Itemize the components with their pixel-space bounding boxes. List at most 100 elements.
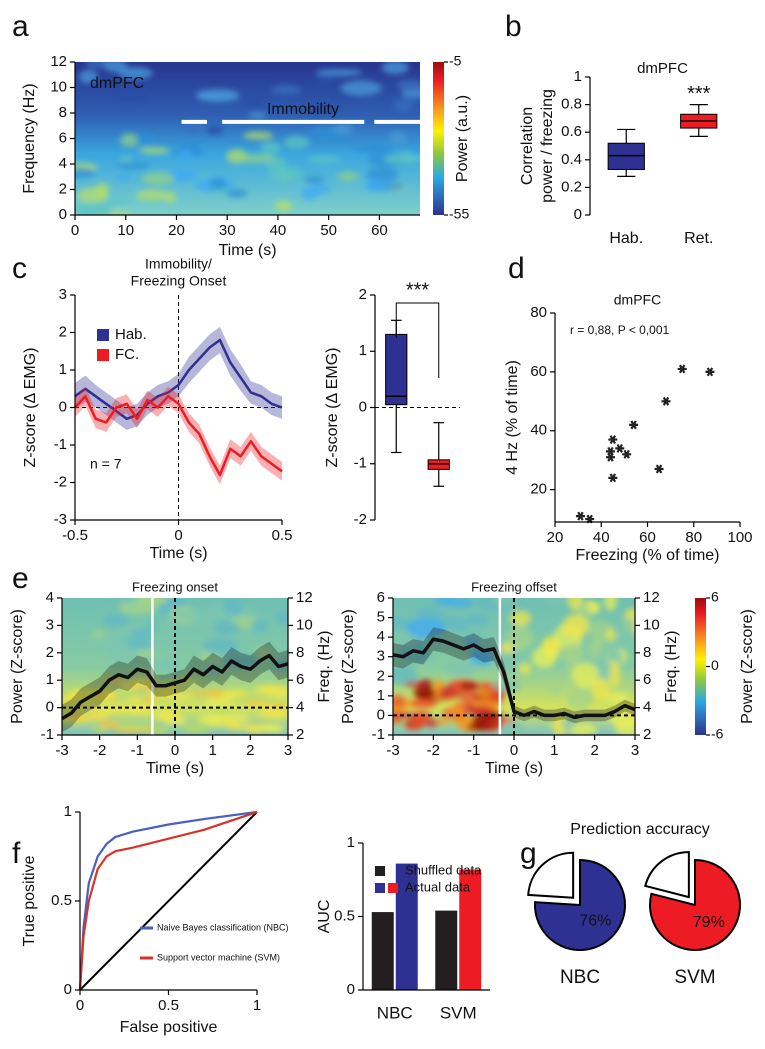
heatmap-blob xyxy=(404,720,424,731)
heatmap-blob xyxy=(221,689,248,697)
y2-tick-label: 8 xyxy=(296,644,304,661)
value-label: 79% xyxy=(693,914,725,931)
heatmap-blob xyxy=(393,99,414,112)
heatmap-blob xyxy=(605,628,616,642)
heatmap-blob xyxy=(303,105,340,114)
y-tick-label: 5 xyxy=(377,609,385,626)
x-tick-label: 0.5 xyxy=(158,997,179,1014)
bar xyxy=(395,863,418,990)
heatmap-blob xyxy=(95,182,109,197)
heatmap-blob xyxy=(314,75,335,88)
x-tick-label: 0 xyxy=(174,527,182,544)
heatmap-blob xyxy=(572,662,599,688)
legend-label: Shuffled data xyxy=(405,862,482,877)
line xyxy=(392,637,636,720)
y2-tick-label: 8 xyxy=(643,644,651,661)
x-tick-label: 30 xyxy=(219,222,236,239)
heatmap-blob xyxy=(233,695,252,702)
point xyxy=(606,452,615,462)
colorbar-tick-label: -5 xyxy=(449,53,462,69)
colorbar-tick-label: -6 xyxy=(711,726,724,742)
x-axis-label: Time (s) xyxy=(218,242,276,259)
heatmap-blob xyxy=(119,155,133,164)
heatmap-blob xyxy=(509,610,531,626)
y-tick-label: 20 xyxy=(530,481,547,498)
y-tick-label: 0 xyxy=(359,398,367,415)
x-tick-label: 1 xyxy=(208,742,216,759)
heatmap-blob xyxy=(202,637,239,655)
line xyxy=(74,338,283,421)
y-tick-label: 8 xyxy=(59,104,67,121)
x-axis-label: Time (s) xyxy=(146,760,204,777)
heatmap-blob xyxy=(205,125,224,136)
y2-tick-label: 4 xyxy=(296,699,304,716)
chart-title: dmPFC xyxy=(614,292,661,308)
pie-slice xyxy=(534,858,626,951)
y-tick-label: -2 xyxy=(54,473,67,490)
y-tick-label: 80 xyxy=(530,304,547,321)
y2-tick-label: 6 xyxy=(296,671,304,688)
annotation: r = 0,88, P < 0,001 xyxy=(570,323,670,337)
heatmap-blob xyxy=(301,186,319,200)
panel-letter: e xyxy=(12,562,29,595)
y-tick-label: 1 xyxy=(64,803,72,820)
x-tick-label: 100 xyxy=(727,529,752,546)
pie-label: NBC xyxy=(560,967,600,988)
heatmap-blob xyxy=(397,644,431,663)
category-label: SVM xyxy=(440,1003,477,1022)
bar xyxy=(459,869,482,990)
heatmap-blob xyxy=(223,598,244,616)
x-tick-label: 10 xyxy=(117,222,134,239)
y-tick-label: 0 xyxy=(59,206,67,223)
y-tick-label: 0.4 xyxy=(561,151,582,168)
y-tick-label: 0 xyxy=(377,706,385,723)
y-tick-label: 1 xyxy=(59,361,67,378)
heatmap-blob xyxy=(549,678,563,695)
y-tick-label: 1 xyxy=(574,68,582,85)
heatmap-blob xyxy=(79,69,98,84)
heatmap-blob xyxy=(604,598,617,612)
box xyxy=(385,333,408,406)
y-axis-label: power / freezing xyxy=(539,89,556,203)
x-axis-label: Freezing (% of time) xyxy=(575,547,719,564)
heatmap-blob xyxy=(131,723,153,731)
heatmap-blob xyxy=(245,700,266,706)
heatmap-blob xyxy=(415,606,444,622)
heatmap-blob xyxy=(208,689,226,698)
error-band xyxy=(62,641,288,733)
heatmap-blob xyxy=(185,723,202,732)
x-tick-label: -2 xyxy=(427,742,440,759)
x-tick-label: 20 xyxy=(547,529,564,546)
heatmap-blob xyxy=(403,680,431,687)
heatmap-blob xyxy=(381,62,409,75)
region-label: dmPFC xyxy=(90,75,144,92)
heatmap-blob xyxy=(99,720,120,729)
heatmap-blob xyxy=(111,89,149,102)
y-tick-label: 0.8 xyxy=(561,96,582,113)
y2-tick-label: 2 xyxy=(296,726,304,743)
colorbar-label: Power (Z-score) xyxy=(739,609,756,724)
legend-swatch xyxy=(388,883,398,893)
y-tick-label: 2 xyxy=(59,323,67,340)
heatmap-blob xyxy=(85,62,110,69)
x-tick-label: 60 xyxy=(371,222,388,239)
legend-swatch xyxy=(97,349,109,361)
heatmap-blob xyxy=(84,715,105,721)
y2-tick-label: 2 xyxy=(643,726,651,743)
heatmap xyxy=(75,62,420,215)
significance: *** xyxy=(406,279,430,301)
heatmap-blob xyxy=(444,661,477,677)
point xyxy=(661,396,671,406)
x-tick-label: -1 xyxy=(467,742,480,759)
legend-swatch xyxy=(97,329,109,341)
colorbar-label: Power (a.u.) xyxy=(454,95,471,182)
heatmap-texture xyxy=(75,62,420,215)
heatmap-blob xyxy=(119,601,159,615)
heatmap-blob xyxy=(116,173,132,182)
heatmap-blob xyxy=(260,141,282,155)
y-axis-label: Z-score (Δ EMG) xyxy=(22,347,39,467)
heatmap-blob xyxy=(225,188,248,198)
legend-swatch xyxy=(375,866,385,876)
y2-tick-label: 6 xyxy=(643,671,651,688)
heatmap-blob xyxy=(266,698,288,704)
